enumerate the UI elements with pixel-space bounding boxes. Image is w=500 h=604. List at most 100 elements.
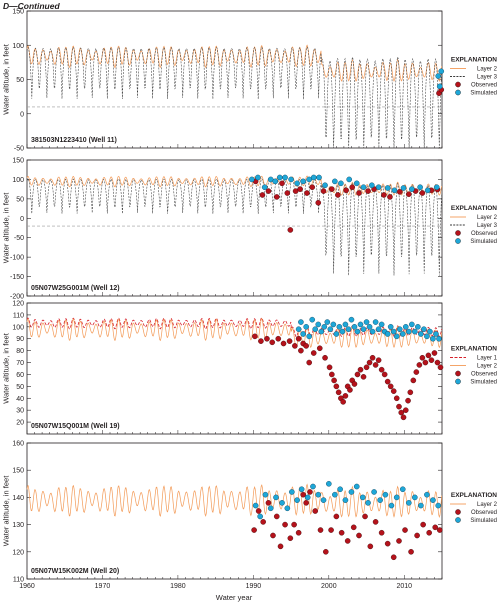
simulated-point [433, 184, 440, 190]
observed-point [338, 529, 345, 536]
simulated-point [375, 184, 382, 190]
simulated-point [433, 331, 439, 337]
observed-point [402, 407, 409, 413]
simulated-point [342, 321, 349, 328]
x-tick-label: 1990 [246, 583, 262, 590]
simulated-point [418, 502, 424, 509]
observed-point [357, 366, 364, 373]
observed-point [367, 543, 374, 550]
observed-point [396, 403, 402, 410]
observed-point [369, 354, 376, 361]
observed-point [426, 529, 432, 536]
simulated-point [342, 497, 349, 503]
y-tick-label: 100 [12, 43, 24, 50]
y-tick-label: 50 [16, 77, 24, 84]
simulated-point [409, 186, 415, 192]
legend-title: EXPLANATION [451, 346, 497, 353]
observed-point [390, 554, 397, 561]
observed-point [365, 188, 371, 194]
observed-point [273, 194, 280, 200]
simulated-point [320, 497, 327, 503]
legend-label: Layer 3 [477, 223, 498, 229]
observed-point [333, 383, 340, 390]
simulated-point [261, 184, 268, 190]
simulated-point [390, 328, 397, 335]
observed-point [326, 364, 333, 371]
observed-point [328, 527, 334, 533]
x-tick-label: 1960 [19, 583, 35, 590]
legend-label: Observed [471, 372, 497, 378]
observed-point [322, 549, 329, 555]
observed-point [436, 527, 443, 533]
observed-point [316, 345, 323, 352]
observed-point [335, 192, 341, 198]
observed-point [360, 374, 367, 380]
simulated-point [289, 489, 295, 495]
y-axis-label: Water altitude, in feet [2, 332, 11, 404]
simulated-point [346, 176, 352, 183]
y-tick-label: 150 [12, 9, 24, 16]
observed-point [335, 389, 342, 396]
y-tick-label: 150 [12, 468, 24, 475]
observed-point [275, 335, 282, 342]
legend-label: Observed [471, 83, 497, 89]
well-label: 381503N1223410 (Well 11) [31, 137, 117, 144]
y-tick-label: -150 [10, 274, 24, 281]
observed-point [356, 532, 362, 539]
simulated-point [348, 489, 355, 495]
simulated-point [304, 494, 311, 501]
y-axis-label: Water altitude, in feet [2, 43, 11, 115]
simulated-point [322, 182, 328, 189]
observed-point [304, 190, 310, 196]
simulated-point [294, 180, 300, 187]
y-tick-label: 130 [12, 522, 24, 529]
observed-point [265, 188, 272, 194]
simulated-point [359, 494, 366, 501]
simulated-point [393, 494, 400, 501]
simulated-point [282, 174, 288, 181]
legend-label: Layer 2 [477, 502, 498, 508]
observed-point [340, 399, 346, 405]
y-tick-label: 150 [12, 158, 24, 165]
simulated-point [412, 328, 418, 335]
simulated-point [427, 328, 433, 335]
y-axis-label: Water altitude, in feet [2, 475, 11, 547]
simulated-point [298, 319, 304, 325]
y-tick-label: 100 [12, 324, 24, 331]
simulated-point [399, 331, 406, 337]
simulated-point [327, 326, 334, 333]
observed-point [279, 180, 285, 187]
observed-point [437, 364, 444, 371]
simulated-point [300, 331, 306, 337]
observed-point [354, 371, 361, 378]
panel-4: 110 120 130 140 150 160 1960 1970 1980 1990 2000 20… [2, 441, 498, 591]
observed-point [416, 362, 423, 368]
observed-point [270, 532, 276, 539]
simulated-point [421, 326, 427, 333]
legend-title: EXPLANATION [451, 57, 497, 64]
observed-point [269, 339, 276, 346]
simulated-point [424, 491, 430, 498]
y-tick-label: -50 [14, 146, 24, 153]
observed-point [317, 527, 324, 533]
simulated-point [412, 494, 418, 501]
simulated-point [267, 505, 274, 512]
simulated-point [378, 321, 385, 328]
simulated-point [384, 185, 391, 191]
simulated-point [436, 335, 442, 342]
simulated-point [310, 483, 316, 490]
y-tick-label: 160 [12, 441, 24, 448]
simulated-point [402, 324, 409, 330]
observed-point [265, 500, 272, 506]
observed-point [329, 186, 335, 192]
observed-point [432, 524, 439, 531]
x-tick-label: 1970 [95, 583, 111, 590]
observed-point [408, 549, 414, 555]
observed-point [342, 393, 349, 399]
legend-label: Simulated [470, 380, 497, 386]
simulated-point [273, 494, 279, 501]
simulated-point [430, 497, 436, 503]
observed-point [258, 338, 264, 344]
series-line-layer2 [26, 483, 443, 518]
